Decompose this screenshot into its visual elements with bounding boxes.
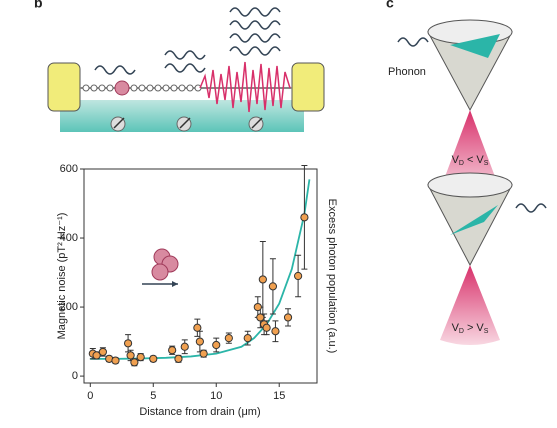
data-point <box>99 348 106 355</box>
device-diagram <box>48 8 324 132</box>
inset-icon <box>142 249 178 287</box>
data-point <box>150 355 157 362</box>
data-point <box>263 324 270 331</box>
operator: > <box>467 322 473 334</box>
subscript: S <box>484 328 489 335</box>
y-tick-label: 200 <box>60 301 78 313</box>
panel-label: b <box>34 0 43 11</box>
data-point <box>124 340 131 347</box>
data-point <box>169 347 176 354</box>
condition-label: VD<VS <box>452 154 489 167</box>
subscript: S <box>484 160 489 167</box>
y-tick-label: 600 <box>60 163 78 175</box>
data-point <box>257 314 264 321</box>
data-point <box>301 214 308 221</box>
figure: b c <box>0 0 557 428</box>
data-point <box>254 303 261 310</box>
x-tick-label: 10 <box>210 390 222 402</box>
data-point <box>244 335 251 342</box>
y-tick-label: 400 <box>60 232 78 244</box>
y-tick-label: 0 <box>72 370 78 382</box>
panel-label: c <box>386 0 394 11</box>
data-point <box>196 338 203 345</box>
data-point <box>225 335 232 342</box>
data-point <box>200 350 207 357</box>
data-point <box>112 357 119 364</box>
subscript: D <box>459 160 464 167</box>
data-point <box>259 276 266 283</box>
condition-label: VD>VS <box>452 322 489 335</box>
x-tick-label: 0 <box>87 390 93 402</box>
x-axis-label: Distance from drain (μm) <box>139 406 260 418</box>
subscript: D <box>459 328 464 335</box>
data-point <box>175 355 182 362</box>
plot-frame <box>84 169 317 383</box>
x-tick-label: 15 <box>273 390 285 402</box>
data-point <box>272 328 279 335</box>
data-point <box>131 359 138 366</box>
data-point <box>181 343 188 350</box>
phonon-label: Phonon <box>388 66 426 78</box>
data-point <box>213 341 220 348</box>
data-point <box>127 352 134 359</box>
data-point <box>284 314 291 321</box>
y2-axis-label: Excess photon population (a.u.) <box>326 199 338 354</box>
operator: < <box>467 154 473 166</box>
data-point <box>269 283 276 290</box>
x-tick-label: 5 <box>150 390 156 402</box>
data-point <box>194 324 201 331</box>
data-point <box>137 354 144 361</box>
data-point <box>295 272 302 279</box>
